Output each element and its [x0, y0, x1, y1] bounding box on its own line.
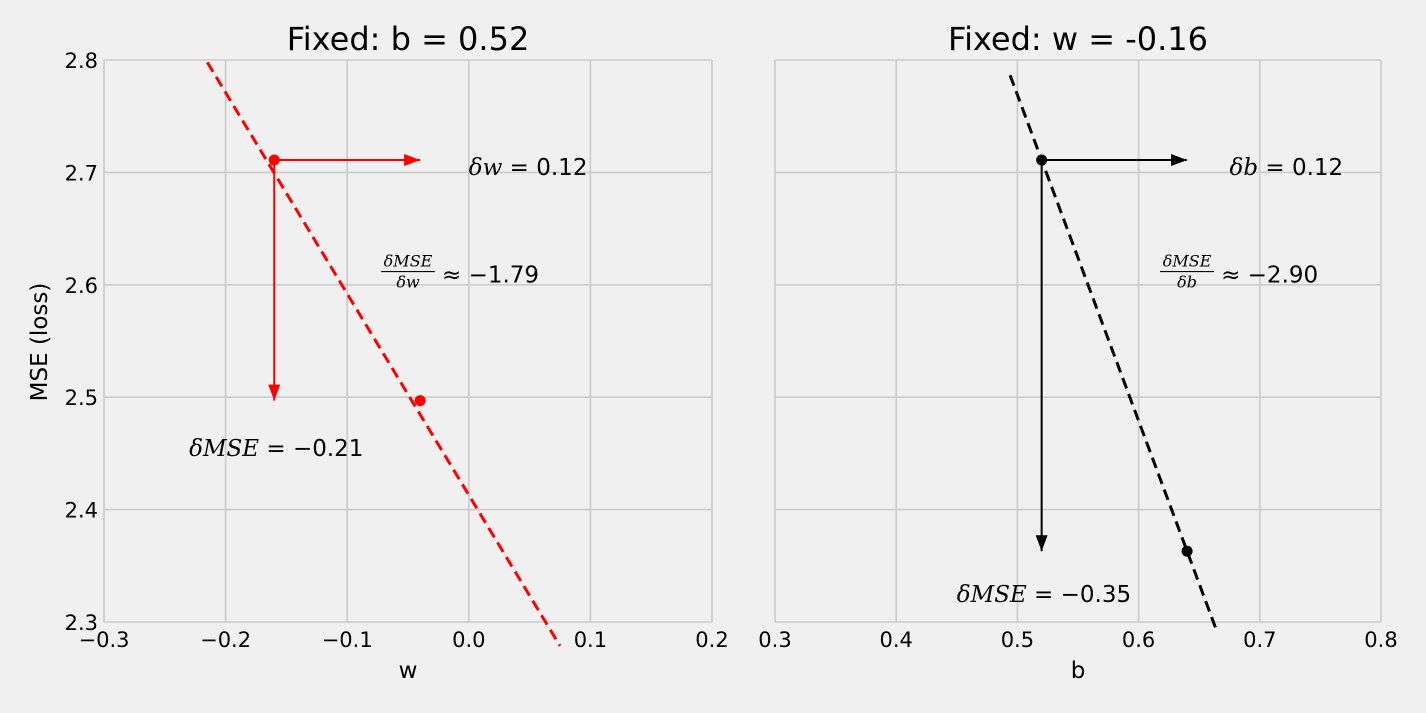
delta-param-annotation: δb = 0.12 — [1230, 155, 1344, 181]
left-ylabel: MSE (loss) — [27, 283, 53, 402]
data-point — [414, 395, 426, 407]
right-xlabel: b — [1071, 658, 1086, 684]
delta-param-annotation: δw = 0.12 — [469, 155, 588, 181]
x-tick-label: 0.4 — [879, 628, 912, 652]
x-tick-label: −0.1 — [322, 628, 373, 652]
x-tick-label: 0.1 — [574, 628, 607, 652]
data-point — [1036, 154, 1048, 166]
x-tick-label: 0.7 — [1243, 628, 1276, 652]
left-xlabel: w — [399, 658, 418, 684]
x-tick-label: 0.2 — [695, 628, 728, 652]
right-title: Fixed: w = -0.16 — [948, 20, 1208, 58]
delta-mse-annotation: δMSE = −0.35 — [957, 582, 1131, 608]
y-tick-label: 2.3 — [65, 611, 98, 635]
left-title: Fixed: b = 0.52 — [287, 20, 530, 58]
dashed-loss-line — [1008, 74, 1218, 630]
data-point — [268, 154, 280, 166]
x-tick-label: −0.2 — [200, 628, 251, 652]
x-tick-label: 0.5 — [1001, 628, 1034, 652]
x-tick-label: 0.6 — [1122, 628, 1155, 652]
gradient-numerator: δMSE — [1163, 252, 1212, 271]
y-tick-label: 2.5 — [65, 386, 98, 410]
gradient-value: ≈ −1.79 — [442, 263, 539, 289]
x-tick-label: −0.3 — [79, 628, 130, 652]
left-plot: −0.3 −0.2 −0.1 0.0 0.1 0.2 2.3 2.4 2.5 2.6 2.7 2.8 δ… — [65, 49, 729, 652]
y-tick-label: 2.7 — [65, 161, 98, 185]
right-plot: 0.3 0.4 0.5 0.6 0.7 0.8 δb = 0.12 δMSE = −0.35 δ… — [758, 59, 1398, 652]
data-point — [1181, 545, 1193, 557]
y-tick-label: 2.4 — [65, 499, 98, 523]
x-tick-label: 0.8 — [1364, 628, 1397, 652]
x-tick-label: 0.3 — [758, 628, 791, 652]
dashed-loss-line — [206, 61, 562, 647]
y-tick-label: 2.8 — [65, 49, 98, 73]
x-tick-label: 0.0 — [452, 628, 485, 652]
gradient-numerator: δMSE — [384, 252, 433, 271]
gradient-denominator: δb — [1177, 273, 1197, 292]
gradient-value: ≈ −2.90 — [1221, 263, 1318, 289]
gradient-denominator: δw — [396, 273, 420, 292]
delta-mse-annotation: δMSE = −0.21 — [189, 436, 363, 462]
y-tick-label: 2.6 — [65, 274, 98, 298]
